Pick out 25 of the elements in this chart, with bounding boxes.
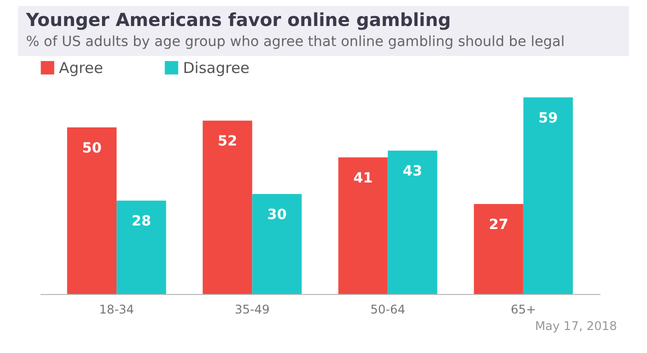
bar (523, 97, 573, 294)
data-label: 30 (267, 207, 287, 223)
x-tick-label: 65+ (510, 302, 536, 316)
data-label: 28 (132, 214, 152, 230)
data-label: 50 (82, 140, 102, 156)
bar (252, 194, 302, 294)
data-label: 52 (218, 134, 238, 150)
data-label: 43 (402, 164, 422, 180)
bar (474, 204, 524, 294)
legend-label: Disagree (183, 58, 250, 77)
bar (388, 150, 438, 294)
bar (67, 127, 117, 294)
x-tick-label: 35-49 (234, 302, 270, 316)
bar (338, 157, 388, 294)
chart-subtitle: % of US adults by age group who agree that online gambling should be legal (26, 34, 566, 50)
text: May 17, 2018 (534, 319, 617, 333)
data-label: 27 (488, 217, 508, 233)
bar (116, 200, 166, 294)
legend-label: Agree (59, 58, 104, 77)
data-label: 59 (538, 110, 558, 126)
chart-title: Younger Americans favor online gambling (26, 10, 452, 31)
x-tick-label: 50-64 (370, 302, 406, 316)
data-label: 41 (353, 170, 373, 186)
x-tick-label: 18-34 (99, 302, 134, 316)
bar (202, 120, 252, 294)
